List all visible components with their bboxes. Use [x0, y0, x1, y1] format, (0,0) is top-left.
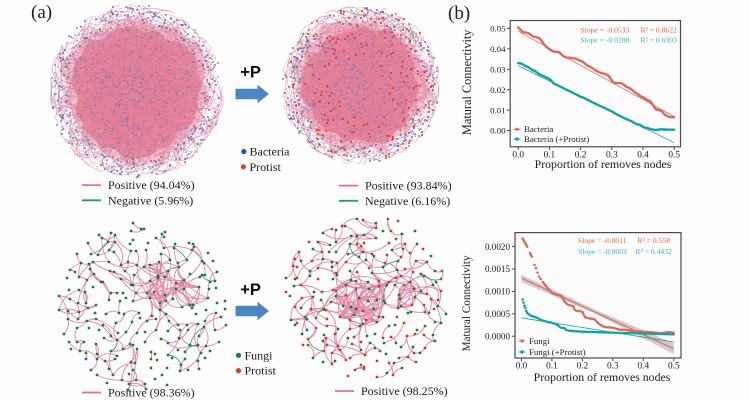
svg-text:Fungi: Fungi	[245, 348, 274, 362]
svg-text:Negative (5.96%): Negative (5.96%)	[108, 193, 193, 207]
svg-text:Slope = -0.0533: Slope = -0.0533	[581, 26, 630, 35]
svg-text:Positive (94.04%): Positive (94.04%)	[108, 178, 195, 192]
svg-text:0.5: 0.5	[668, 362, 680, 372]
svg-text:0.0: 0.0	[516, 362, 528, 372]
svg-text:R² = 0.558: R² = 0.558	[638, 236, 671, 245]
svg-text:0.0020: 0.0020	[485, 242, 510, 252]
svg-text:0.1: 0.1	[546, 362, 558, 372]
svg-text:0.2: 0.2	[575, 151, 587, 161]
svg-text:Fungi: Fungi	[529, 336, 550, 346]
svg-text:R² = 0.6993: R² = 0.6993	[641, 36, 678, 45]
svg-text:0.3: 0.3	[606, 151, 618, 161]
svg-text:Proportion of removes nodes: Proportion of removes nodes	[534, 370, 671, 384]
svg-text:Negative (6.16%): Negative (6.16%)	[365, 194, 450, 208]
svg-text:Bacteria: Bacteria	[250, 145, 291, 159]
svg-text:Protist: Protist	[250, 160, 282, 174]
svg-text:Fungi (+Protist): Fungi (+Protist)	[529, 347, 586, 357]
svg-text:Positive (98.25%): Positive (98.25%)	[361, 384, 448, 398]
svg-text:0.0: 0.0	[512, 151, 524, 161]
svg-text:0.5: 0.5	[668, 151, 680, 161]
svg-text:(a): (a)	[31, 2, 52, 23]
svg-text:Slope = -0.0011: Slope = -0.0011	[578, 236, 627, 245]
svg-text:0.02: 0.02	[490, 85, 505, 95]
svg-text:Bacteria: Bacteria	[524, 124, 553, 134]
svg-text:0.00: 0.00	[490, 126, 506, 136]
svg-text:0.0010: 0.0010	[485, 287, 510, 297]
svg-text:0.01: 0.01	[490, 105, 505, 115]
svg-text:0.03: 0.03	[490, 65, 506, 75]
svg-text:0.4: 0.4	[637, 362, 649, 372]
svg-text:0.0005: 0.0005	[485, 309, 510, 319]
svg-text:R² = 0.8622: R² = 0.8622	[641, 26, 678, 35]
svg-text:+P: +P	[240, 281, 261, 299]
svg-text:Slope = -0.0003: Slope = -0.0003	[578, 247, 627, 256]
svg-text:0.0015: 0.0015	[485, 264, 510, 274]
svg-text:0.3: 0.3	[607, 362, 619, 372]
svg-text:0.05: 0.05	[490, 24, 506, 34]
svg-text:Matural Connectivity: Matural Connectivity	[461, 255, 473, 351]
svg-text:0.4: 0.4	[637, 151, 649, 161]
svg-text:Positive (98.36%): Positive (98.36%)	[108, 386, 195, 400]
svg-text:0.04: 0.04	[490, 44, 506, 54]
svg-text:Proportion of removes nodes: Proportion of removes nodes	[535, 157, 672, 171]
svg-text:0.2: 0.2	[577, 362, 589, 372]
svg-text:Protist: Protist	[245, 364, 277, 378]
svg-text:Bacteria (+Protist): Bacteria (+Protist)	[524, 134, 589, 144]
svg-text:Positive (93.84%): Positive (93.84%)	[365, 179, 452, 193]
svg-text:Matural Connectivity: Matural Connectivity	[460, 29, 474, 135]
svg-text:+P: +P	[240, 64, 261, 82]
svg-text:0.0000: 0.0000	[485, 331, 510, 341]
svg-text:0.1: 0.1	[544, 151, 556, 161]
svg-text:Slope = -0.0288: Slope = -0.0288	[581, 36, 630, 45]
svg-text:R² = 0.4432: R² = 0.4432	[636, 247, 673, 256]
svg-text:(b): (b)	[448, 3, 470, 24]
